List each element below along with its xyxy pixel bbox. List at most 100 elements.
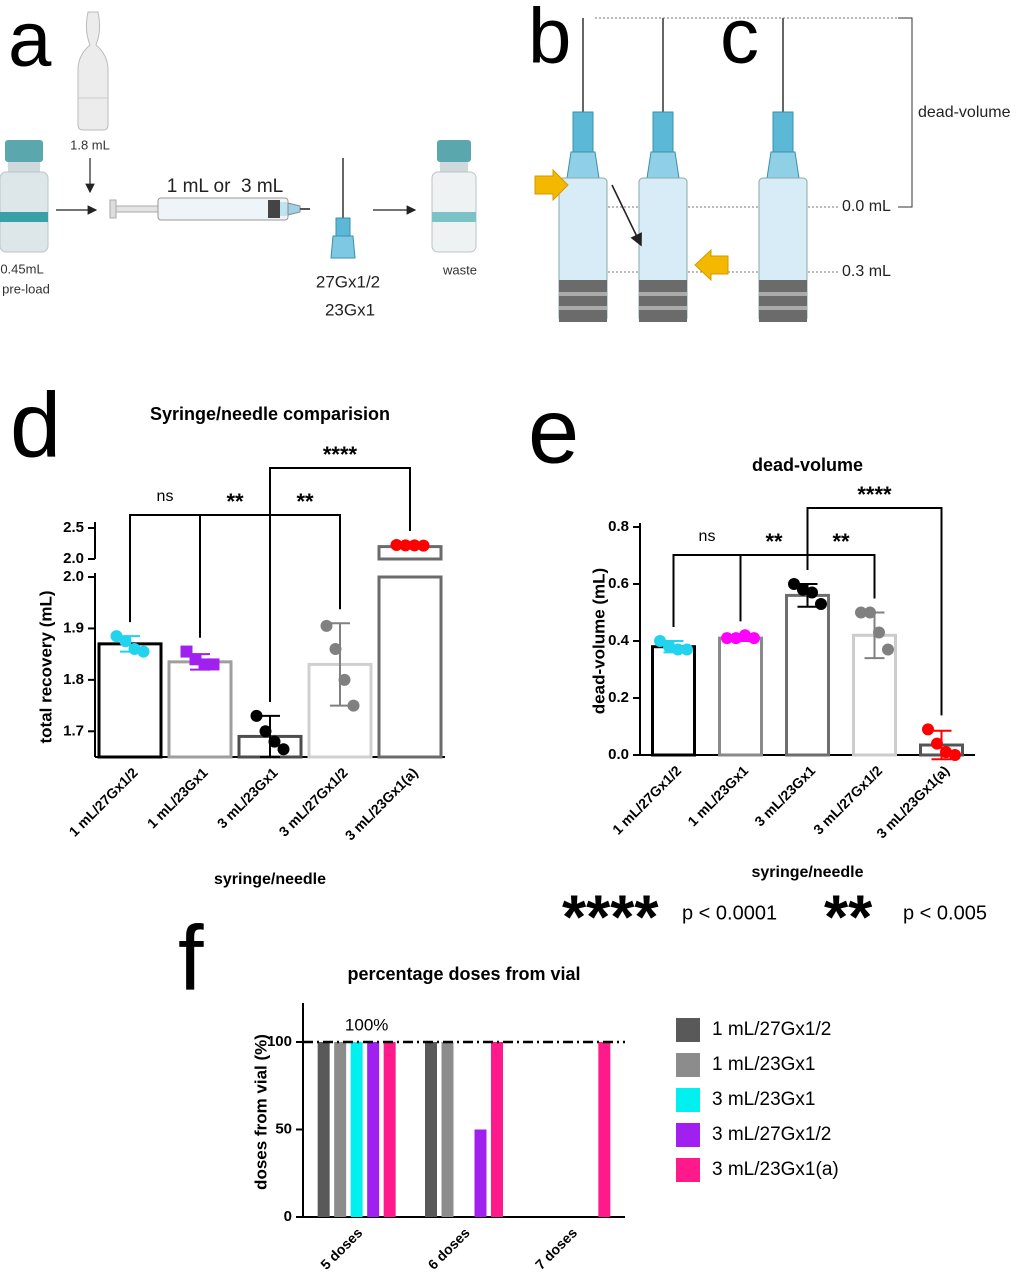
data-point	[137, 645, 150, 658]
significance-label: **	[765, 529, 783, 554]
error-bar	[260, 714, 280, 758]
data-point	[259, 725, 272, 738]
chart-title: dead-volume	[752, 455, 863, 475]
significance-label: ns	[699, 528, 716, 545]
panel-label: b	[528, 0, 571, 80]
x-tick-label: 3 mL/23Gx1(a)	[342, 764, 421, 843]
arrow	[694, 248, 729, 282]
significance-symbol: ****	[562, 883, 659, 952]
data-point	[949, 749, 961, 761]
panel-label: c	[720, 0, 759, 80]
data-point	[931, 737, 943, 750]
data-point	[268, 735, 281, 748]
bar	[425, 1042, 437, 1217]
significance-bracket	[129, 514, 201, 638]
y-axis-label: doses from vial (%)	[251, 1034, 270, 1190]
y-tick-label: 0.0	[608, 746, 629, 763]
data-point	[922, 723, 934, 736]
significance-bracket	[672, 554, 742, 627]
y-tick-label: 2.0	[63, 550, 84, 567]
x-tick-label: 5 doses	[317, 1224, 365, 1272]
x-axis-label: syringe/needle	[214, 871, 326, 888]
ampoule	[77, 11, 109, 131]
bar	[441, 1042, 454, 1217]
panel-label: a	[8, 0, 52, 83]
bar	[598, 1042, 611, 1217]
y-tick-label: 0	[284, 1208, 292, 1225]
x-tick-label: 6 doses	[425, 1224, 473, 1272]
significance-label: p < 0.0001	[682, 902, 777, 924]
y-tick-label: 0.8	[608, 518, 629, 535]
legend-swatch	[676, 1088, 700, 1112]
chart-title: percentage doses from vial	[347, 964, 580, 984]
legend-label: 3 mL/23Gx1	[712, 1089, 816, 1110]
x-tick-label: 1 mL/27Gx1/2	[609, 762, 684, 837]
legend-label: 3 mL/27Gx1/2	[712, 1124, 831, 1145]
y-tick-label: 50	[275, 1120, 292, 1137]
volume-mark: 0.0 mL	[842, 198, 891, 215]
syringe	[639, 18, 687, 322]
x-tick-label: 1 mL/27Gx1/2	[66, 764, 141, 839]
x-axis-label: syringe/needle	[751, 864, 863, 881]
legend-label: 1 mL/23Gx1	[712, 1054, 816, 1075]
preload-label: pre-load	[2, 281, 50, 296]
bar	[350, 1042, 363, 1217]
y-tick-label: 100	[267, 1033, 292, 1050]
bar	[491, 1042, 503, 1217]
y-axis-label: total recovery (mL)	[36, 590, 55, 743]
data-point	[873, 626, 885, 639]
y-tick-label: 0.6	[608, 575, 629, 592]
legend-swatch	[676, 1018, 700, 1042]
data-point	[788, 578, 800, 590]
bar	[383, 1042, 396, 1217]
x-tick-label: 3 mL/23Gx1	[751, 762, 818, 829]
x-tick-label: 3 mL/27Gx1/2	[810, 762, 885, 837]
data-point	[390, 539, 403, 552]
x-tick-label: 7 doses	[532, 1224, 580, 1272]
data-point	[681, 643, 693, 656]
syringe	[109, 197, 310, 221]
significance-symbol: **	[824, 883, 873, 952]
legend-swatch	[676, 1158, 700, 1182]
significance-label: ****	[323, 442, 358, 467]
data-point	[110, 630, 123, 643]
legend-label: 1 mL/27Gx1/2	[712, 1019, 831, 1040]
syringe	[759, 18, 807, 322]
y-tick-label: 1.9	[63, 619, 84, 636]
significance-label: ****	[857, 482, 892, 507]
bar	[785, 593, 830, 757]
significance-bracket	[806, 507, 943, 716]
legend-swatch	[676, 1123, 700, 1147]
arrow	[534, 168, 569, 202]
y-tick-label: 1.8	[63, 671, 84, 688]
data-point	[408, 539, 421, 552]
y-tick-label: 1.7	[63, 722, 84, 739]
chart-title: Syringe/needle comparision	[150, 404, 390, 424]
bar	[367, 1042, 380, 1217]
data-point	[347, 699, 360, 712]
bar	[334, 1042, 347, 1217]
data-point	[654, 635, 666, 647]
data-point	[855, 606, 867, 619]
bar	[651, 645, 696, 757]
significance-label: **	[226, 489, 244, 514]
ampoule-volume: 1.8 mL	[70, 137, 110, 152]
error-bar	[330, 622, 350, 707]
data-point	[797, 583, 809, 596]
significance-label: **	[832, 529, 850, 554]
significance-label: **	[296, 489, 314, 514]
data-point	[663, 640, 675, 653]
data-point	[320, 619, 333, 632]
data-point	[730, 632, 742, 645]
bar	[377, 575, 443, 759]
data-point	[338, 673, 351, 686]
syringe-sizes: 1 mL or 3 mL	[167, 176, 284, 197]
needle	[330, 158, 356, 259]
x-tick-label: 1 mL/23Gx1	[684, 762, 751, 829]
annotation: 100%	[345, 1015, 388, 1034]
data-point	[864, 606, 876, 619]
data-point	[815, 597, 827, 610]
data-point	[417, 539, 430, 552]
data-point	[748, 632, 760, 645]
data-point	[739, 629, 751, 642]
